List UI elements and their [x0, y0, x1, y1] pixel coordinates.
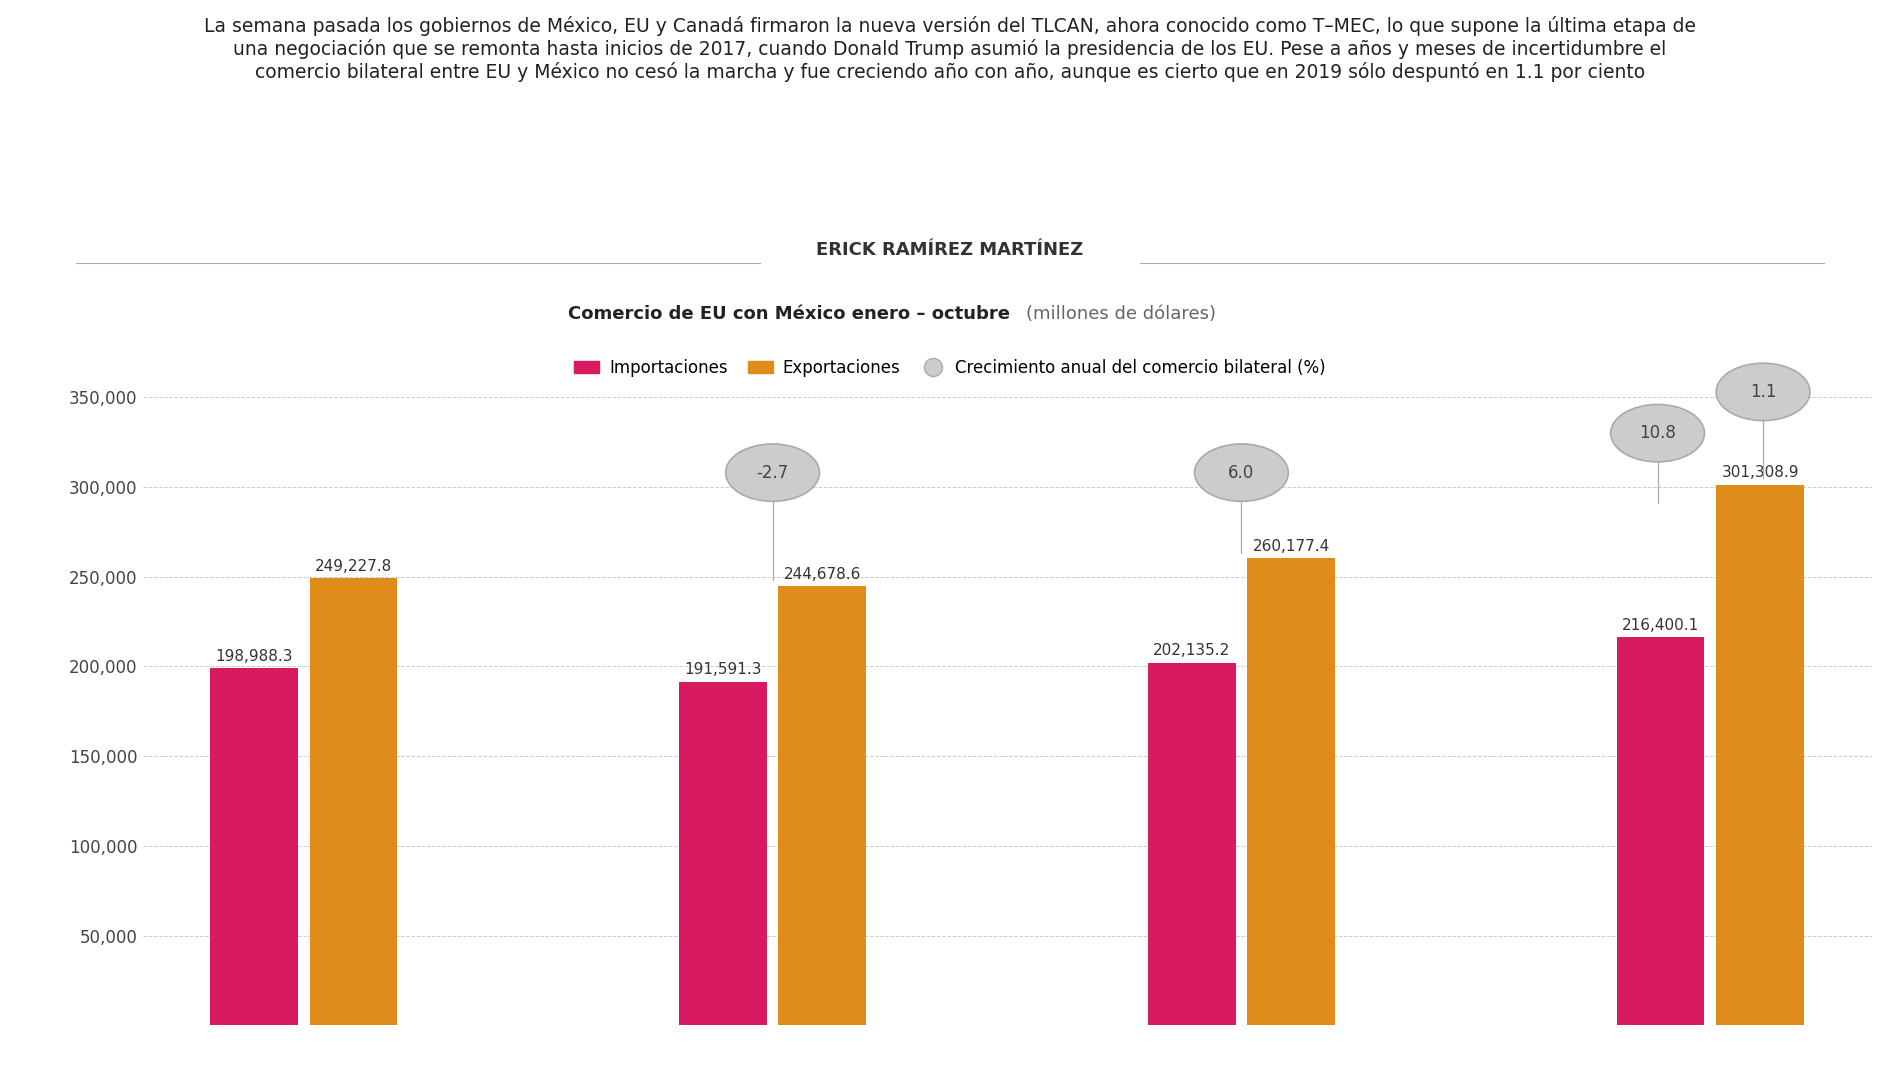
Text: 301,308.9: 301,308.9 [1721, 466, 1799, 481]
Ellipse shape [1716, 363, 1811, 421]
Text: 244,678.6: 244,678.6 [783, 567, 861, 582]
Text: ERICK RAMÍREZ MARTÍNEZ: ERICK RAMÍREZ MARTÍNEZ [817, 241, 1083, 258]
Ellipse shape [1195, 444, 1288, 501]
Bar [310, 578, 397, 1025]
Text: (millones de dólares): (millones de dólares) [1026, 304, 1216, 323]
Text: 260,177.4: 260,177.4 [1252, 539, 1330, 554]
Bar [209, 669, 298, 1025]
Text: -2.7: -2.7 [756, 464, 788, 482]
Bar [779, 586, 866, 1025]
Text: 216,400.1: 216,400.1 [1623, 617, 1699, 632]
Text: 191,591.3: 191,591.3 [684, 662, 762, 677]
Bar [678, 681, 768, 1025]
Text: 198,988.3: 198,988.3 [215, 648, 293, 663]
Ellipse shape [1611, 405, 1704, 461]
Ellipse shape [726, 444, 819, 501]
Text: 6.0: 6.0 [1227, 464, 1254, 482]
Text: Comercio de EU con México enero – octubre: Comercio de EU con México enero – octubr… [568, 304, 1009, 323]
Text: 202,135.2: 202,135.2 [1153, 643, 1229, 658]
Bar [1246, 559, 1336, 1025]
Legend: Importaciones, Exportaciones, Crecimiento anual del comercio bilateral (%): Importaciones, Exportaciones, Crecimient… [568, 352, 1332, 383]
Bar [1716, 485, 1805, 1025]
Text: 10.8: 10.8 [1640, 424, 1676, 442]
Text: 249,227.8: 249,227.8 [315, 559, 391, 574]
Text: 1.1: 1.1 [1750, 383, 1776, 400]
Bar [1617, 637, 1704, 1025]
Bar [1148, 662, 1235, 1025]
Text: La semana pasada los gobiernos de México, EU y Canadá firmaron la nueva versión : La semana pasada los gobiernos de México… [203, 16, 1697, 82]
